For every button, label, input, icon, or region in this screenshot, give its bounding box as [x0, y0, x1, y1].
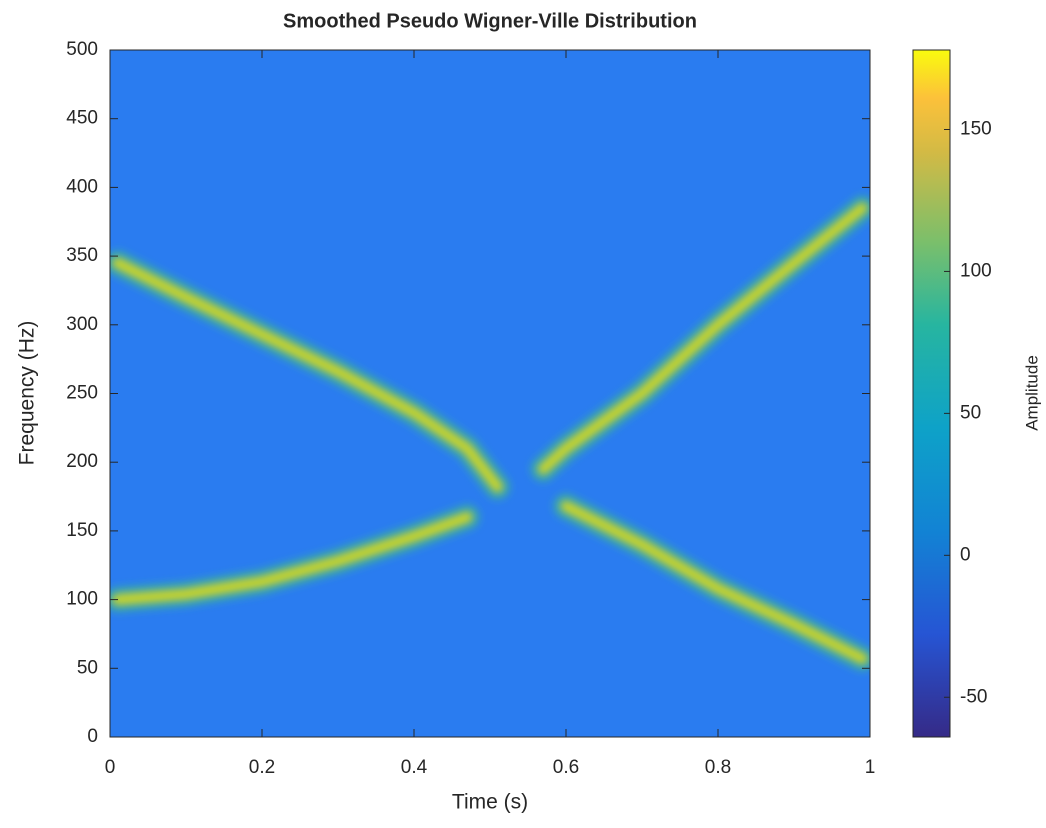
- colorbar-label: Amplitude: [1022, 355, 1041, 431]
- colorbar-tick-label: 150: [960, 119, 992, 140]
- y-tick-label: 300: [66, 314, 98, 335]
- colorbar: [912, 49, 951, 738]
- x-tick-label: 0.6: [553, 757, 579, 778]
- y-tick-label: 400: [66, 176, 98, 197]
- y-tick-label: 100: [66, 589, 98, 610]
- colorbar-tick-label: 50: [960, 402, 981, 423]
- x-tick-label: 0.2: [249, 757, 275, 778]
- ridge: [112, 202, 868, 606]
- y-tick-label: 500: [66, 39, 98, 60]
- chart-title: Smoothed Pseudo Wigner-Ville Distributio…: [283, 10, 697, 32]
- y-tick-label: 250: [66, 383, 98, 404]
- y-tick-label: 50: [77, 657, 98, 678]
- x-tick-label: 1: [865, 757, 876, 778]
- colorbar-tick-label: 100: [960, 260, 992, 281]
- y-axis-label: Frequency (Hz): [16, 321, 39, 466]
- x-tick-label: 0.8: [705, 757, 731, 778]
- y-tick-label: 350: [66, 245, 98, 266]
- x-axis-label: Time (s): [452, 791, 528, 814]
- colorbar-tick-label: 0: [960, 544, 971, 565]
- x-tick-label: 0: [105, 757, 116, 778]
- image-background: [110, 50, 870, 737]
- y-tick-label: 450: [66, 108, 98, 129]
- x-tick-label: 0.4: [401, 757, 428, 778]
- y-tick-label: 0: [87, 726, 98, 747]
- ridge: [112, 257, 868, 665]
- y-tick-label: 200: [66, 451, 98, 472]
- plot-area: [110, 50, 870, 737]
- colorbar-tick-label: -50: [960, 686, 987, 707]
- y-tick-label: 150: [66, 520, 98, 541]
